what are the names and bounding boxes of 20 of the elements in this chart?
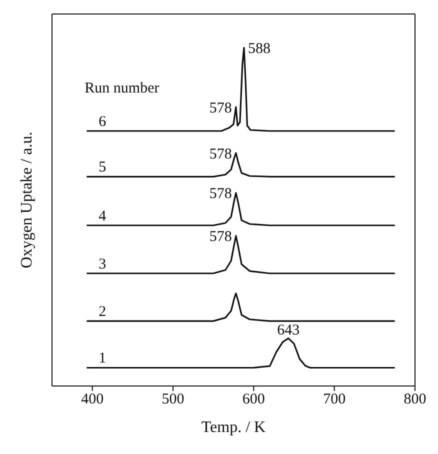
- x-tick-label: 600: [242, 392, 265, 408]
- series-label: 6: [98, 114, 107, 130]
- annotation: 578: [209, 100, 232, 116]
- annotation: 578: [209, 186, 232, 202]
- series-label: 1: [98, 350, 106, 367]
- x-axis-title: Temp. / K: [201, 419, 266, 436]
- annotation: 643: [277, 322, 300, 338]
- legend-title: Run number: [84, 80, 160, 96]
- x-tick-label: 800: [404, 392, 426, 408]
- x-tick-label: 700: [323, 392, 346, 408]
- x-tick-label: 400: [81, 392, 104, 408]
- annotation: 578: [209, 229, 232, 246]
- series-label: 4: [98, 208, 107, 224]
- annotation: 588: [248, 41, 270, 58]
- x-tick-label: 500: [162, 392, 184, 408]
- annotation: 578: [209, 146, 232, 162]
- y-axis-title: Oxygen Uptake / a.u.: [18, 132, 36, 268]
- series-label: 3: [98, 256, 106, 272]
- series-label: 2: [98, 304, 106, 320]
- series-label: 5: [98, 160, 106, 176]
